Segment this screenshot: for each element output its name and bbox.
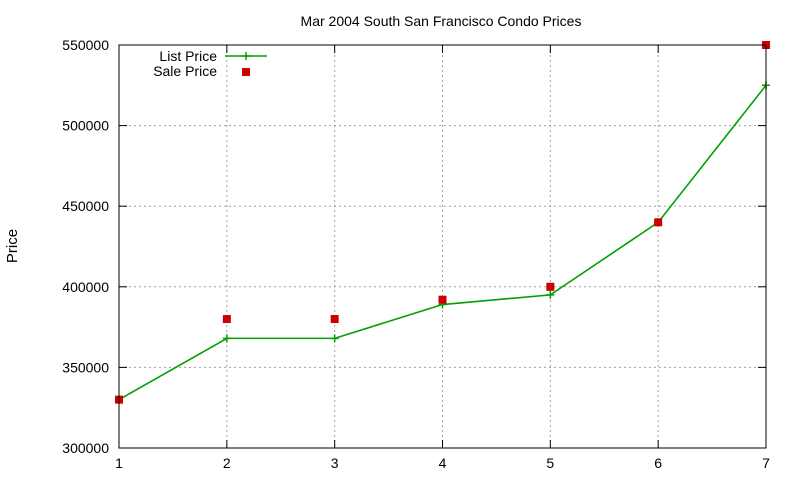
list-price-line	[118, 84, 767, 401]
y-tick-label: 400000	[62, 279, 109, 295]
x-tick-label: 2	[223, 455, 231, 471]
plot-frame	[118, 44, 767, 449]
x-tick-label: 7	[762, 455, 770, 471]
sale-price-point	[546, 282, 555, 291]
chart-title: Mar 2004 South San Francisco Condo Price…	[301, 13, 582, 29]
list-price-point	[222, 334, 231, 343]
sale-price-point	[438, 295, 447, 304]
y-tick-label: 550000	[62, 37, 109, 53]
legend-label-list-price: List Price	[159, 48, 217, 64]
list-price-point	[330, 334, 339, 343]
sale-price-point	[654, 218, 663, 227]
sale-price-point	[330, 315, 339, 324]
y-axis-ticks: 300000 350000 400000 450000 500000 550000	[62, 37, 766, 456]
x-tick-label: 3	[331, 455, 339, 471]
list-price-point	[546, 290, 555, 299]
legend-swatch-sale-price	[242, 68, 250, 76]
gridlines	[119, 45, 766, 448]
sale-price-point	[222, 315, 231, 324]
x-tick-label: 1	[115, 455, 123, 471]
x-tick-label: 5	[546, 455, 554, 471]
x-tick-label: 4	[439, 455, 447, 471]
y-tick-label: 500000	[62, 118, 109, 134]
y-tick-label: 300000	[62, 440, 109, 456]
y-tick-label: 350000	[62, 359, 109, 375]
y-tick-label: 450000	[62, 198, 109, 214]
legend-label-sale-price: Sale Price	[153, 63, 217, 79]
legend-marker-list-price	[242, 52, 250, 60]
x-tick-label: 6	[654, 455, 662, 471]
x-axis-ticks: 1 2 3 4 5 6 7	[115, 45, 770, 471]
y-axis-label: Price	[4, 229, 21, 263]
